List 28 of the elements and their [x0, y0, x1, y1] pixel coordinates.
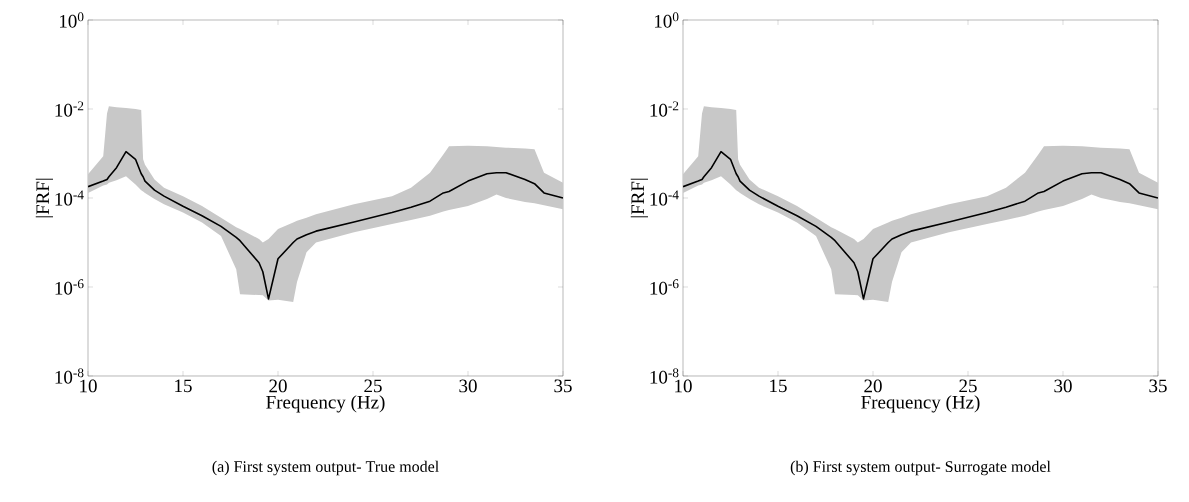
- x-tick-label: 25: [959, 379, 977, 393]
- text: (b) First system output- Surrogate model: [790, 460, 1051, 476]
- x-tick-label: 35: [1149, 379, 1167, 393]
- x-axis-title: Frequency (Hz): [266, 395, 385, 413]
- text: (a) First system output- True model: [212, 460, 439, 476]
- y-tick-label: 10$^{-2}$: [55, 101, 84, 117]
- x-tick-label: 25: [364, 379, 382, 393]
- y-tick-label: 10$^{-2}$: [650, 101, 679, 117]
- y-tick-label: 10$^{-6}$: [650, 279, 679, 295]
- y-tick-label: 10$^{-6}$: [55, 279, 84, 295]
- x-tick-label: 15: [770, 379, 787, 393]
- x-tick-label: 15: [175, 379, 192, 393]
- y-axis-title: |FRF|: [630, 178, 649, 218]
- x-tick-label: 10: [80, 379, 97, 393]
- line-series: [683, 150, 1158, 300]
- y-tick-label: 10$^{0}$: [59, 12, 84, 28]
- line-series: [88, 150, 564, 300]
- x-tick-label: 35: [554, 379, 572, 393]
- y-tick-label: 10$^{-4}$: [55, 190, 84, 206]
- x-tick-label: 20: [269, 379, 287, 393]
- x-tick-label: 30: [459, 379, 477, 393]
- y-axis-title: |FRF|: [35, 178, 54, 218]
- y-tick-label: 10$^{-4}$: [650, 190, 679, 206]
- x-tick-label: 20: [864, 379, 882, 393]
- x-axis-title: Frequency (Hz): [861, 395, 980, 413]
- x-tick-label: 10: [675, 379, 692, 393]
- y-tick-label: 10$^{0}$: [654, 12, 679, 28]
- x-tick-label: 30: [1054, 379, 1072, 393]
